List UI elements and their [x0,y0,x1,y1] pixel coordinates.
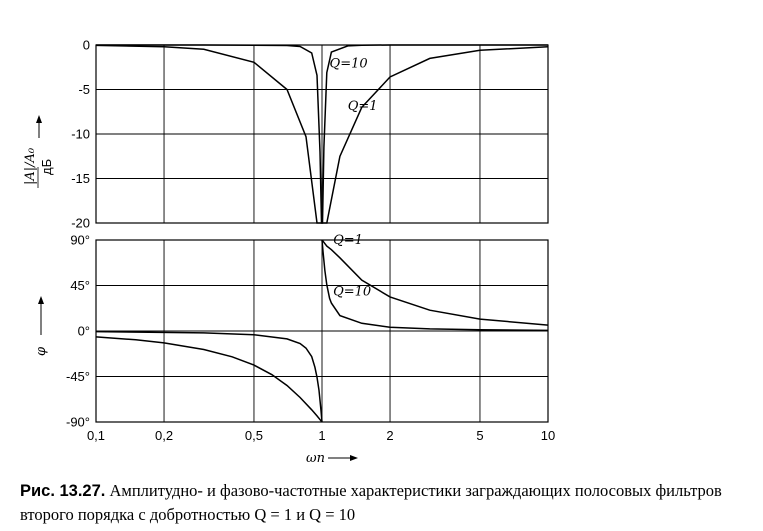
phase-xlabel: ωn [306,451,325,466]
phase-xtick-label: 0,5 [245,428,263,443]
phase-series-Q10 [95,330,323,423]
phase-xlabel-arrowhead [350,455,358,461]
caption-label: Рис. 13.27. [20,482,106,500]
magnitude-ylabel-unit: дБ [39,159,54,175]
phase-xtick-label: 1 [318,428,325,443]
phase-annotation: Q=1 [333,233,363,248]
phase-xtick-label: 2 [386,428,393,443]
magnitude-ytick-label: 0 [83,38,90,53]
magnitude-plot: 0 -5 -10 -15 -20 Q=10 Q=1 [71,38,549,231]
phase-xtick-label: 5 [476,428,483,443]
magnitude-ylabel: |A|/A₀ [23,147,38,185]
magnitude-annotation: Q=10 [330,56,368,71]
phase-series-Q1 [95,336,323,423]
phase-xtick-label: 0,1 [87,428,105,443]
phase-annotation: Q=10 [333,285,371,300]
phase-ytick-label: -45° [66,369,90,384]
magnitude-annotation: Q=1 [348,99,378,114]
phase-ytick-label: 90° [70,233,90,248]
magnitude-series-Q10 [96,44,548,224]
caption-text: Амплитудно- и фазово-частотные характери… [20,481,722,524]
phase-ytick-label: 45° [70,278,90,293]
phase-xtick-label: 0,2 [155,428,173,443]
phase-ytick-label: -90° [66,415,90,430]
figure-caption: Рис. 13.27. Амплитудно- и фазово-частотн… [20,479,760,526]
phase-series-Q10 [321,239,549,332]
phase-ytick-label: 0° [78,324,90,339]
magnitude-ytick-label: -10 [71,127,90,142]
phase-ylabel: φ [34,346,49,356]
phase-plot: 90° 45° 0° -45° -90°0,1 0,2 0,5 1 2 5 10 Q=1 Q=10 [66,233,555,444]
magnitude-ytick-label: -5 [78,82,90,97]
phase-ylabel-arrowhead [38,296,44,304]
magnitude-ylabel-arrowhead [36,115,42,123]
phase-xtick-label: 10 [541,428,555,443]
magnitude-ytick-label: -20 [71,216,90,231]
figure: 0 -5 -10 -15 -20 Q=10 Q=1 90° 45° 0° -45° -90°0,1 0… [23,38,555,467]
axis-titles: |A|/A₀ дБ φ ωn [23,115,358,466]
magnitude-ytick-label: -15 [71,171,90,186]
phase-series-Q1 [321,239,549,326]
